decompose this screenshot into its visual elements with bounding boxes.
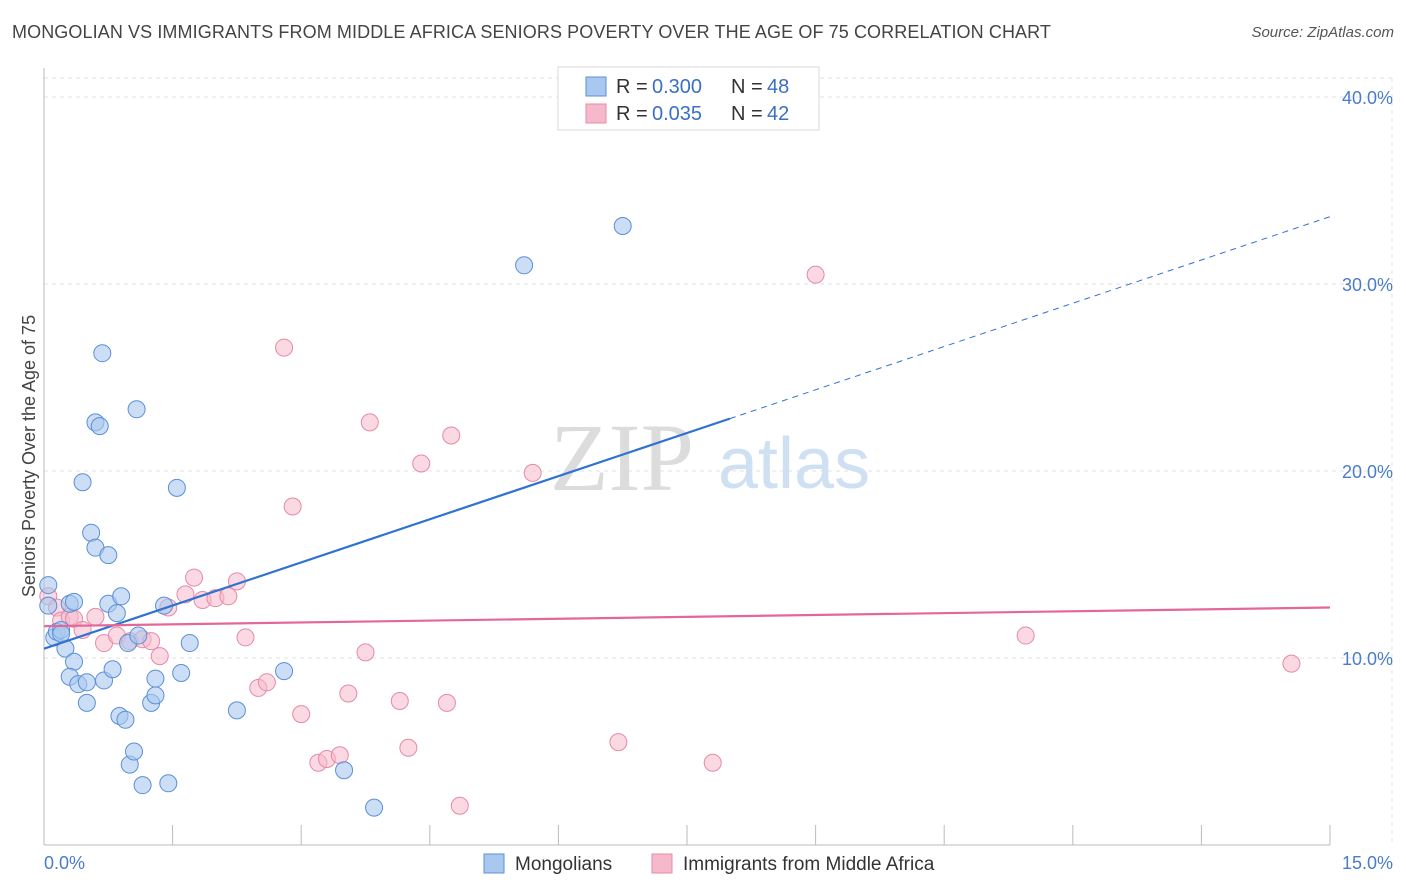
bottom-legend-mongolians: Mongolians (515, 854, 612, 875)
point-mongolians-43 (275, 662, 294, 681)
point-mongolians-14 (77, 673, 96, 692)
point-mongolians-19 (93, 344, 112, 363)
axes (43, 68, 1331, 846)
point-immigrants-35 (412, 454, 431, 473)
point-immigrants-37 (442, 426, 461, 445)
point-immigrants-36 (437, 693, 456, 712)
point-mongolians-2 (39, 596, 58, 615)
point-immigrants-29 (330, 746, 349, 765)
point-immigrants-26 (292, 705, 311, 724)
source-label: Source: ZipAtlas.com (1251, 24, 1394, 41)
bottom-legend-swatch-mongolians (483, 853, 505, 874)
legend-r-value-1: 0.300 (652, 76, 702, 98)
point-mongolians-13 (77, 693, 96, 712)
series-legend: Mongolians Immigrants from Middle Africa (483, 853, 935, 875)
point-mongolians-26 (112, 587, 131, 606)
point-mongolians-38 (159, 774, 178, 793)
point-immigrants-44 (1282, 654, 1301, 673)
point-mongolians-9 (65, 592, 84, 611)
y-tick-labels: 10.0% 20.0% 30.0% 40.0% (1342, 88, 1393, 669)
point-immigrants-7 (86, 607, 105, 626)
legend-r-label-1: R = (616, 76, 648, 98)
point-immigrants-31 (356, 643, 375, 662)
x-tick-labels: 0.0% 15.0% (44, 853, 1393, 873)
point-immigrants-30 (339, 684, 358, 703)
point-mongolians-47 (613, 217, 632, 236)
point-immigrants-24 (275, 338, 294, 357)
series-mongolians (39, 217, 632, 817)
point-mongolians-30 (125, 742, 144, 761)
point-mongolians-42 (227, 701, 246, 720)
point-immigrants-40 (609, 733, 628, 752)
point-immigrants-33 (390, 692, 409, 711)
trend-immigrants (43, 606, 1331, 628)
point-mongolians-45 (365, 798, 384, 817)
legend-n-label-2: N = (731, 103, 763, 125)
y-tick-label-2: 20.0% (1342, 462, 1393, 482)
legend-r-label-2: R = (616, 103, 648, 125)
x-tick-label-min: 0.0% (44, 853, 85, 873)
series-immigrants-middle-africa (39, 265, 1301, 815)
point-immigrants-21 (236, 628, 255, 647)
point-immigrants-19 (219, 587, 238, 606)
legend-swatch-blue (585, 76, 607, 97)
point-mongolians-33 (133, 776, 152, 795)
point-immigrants-38 (450, 796, 469, 815)
point-mongolians-48 (52, 624, 71, 643)
point-mongolians-21 (99, 546, 118, 565)
point-immigrants-25 (283, 497, 302, 516)
bottom-legend-immigrants: Immigrants from Middle Africa (683, 854, 935, 875)
bottom-legend-swatch-immigrants (651, 853, 673, 874)
watermark: ZIP atlas (550, 404, 870, 511)
watermark-atlas: atlas (718, 424, 870, 504)
chart-title: MONGOLIAN VS IMMIGRANTS FROM MIDDLE AFRI… (12, 22, 1052, 42)
point-mongolians-8 (65, 652, 84, 671)
trend-mongolians (43, 417, 731, 650)
legend-n-value-1: 48 (767, 76, 789, 98)
point-mongolians-31 (127, 400, 146, 419)
legend-n-value-2: 42 (767, 103, 789, 125)
y-tick-label-3: 30.0% (1342, 275, 1393, 295)
trend-mongolians-projection (729, 216, 1331, 420)
y-tick-label-1: 10.0% (1342, 649, 1393, 669)
point-immigrants-42 (806, 265, 825, 284)
point-mongolians-46 (515, 256, 534, 275)
point-immigrants-41 (703, 753, 722, 772)
point-mongolians-27 (116, 710, 135, 729)
point-mongolians-41 (180, 634, 199, 653)
point-immigrants-16 (185, 568, 204, 587)
point-mongolians-23 (103, 660, 122, 679)
point-mongolians-24 (107, 604, 126, 623)
point-mongolians-39 (167, 478, 186, 497)
point-mongolians-35 (146, 686, 165, 705)
x-tick-label-max: 15.0% (1342, 853, 1393, 873)
legend-swatch-pink (585, 103, 607, 124)
trend-lines (43, 216, 1331, 650)
point-mongolians-15 (82, 523, 101, 542)
legend-r-value-2: 0.035 (652, 103, 702, 125)
point-immigrants-32 (360, 413, 379, 432)
legend-n-label-1: N = (731, 76, 763, 98)
point-mongolians-36 (146, 669, 165, 688)
point-immigrants-39 (523, 463, 542, 482)
point-mongolians-32 (129, 626, 148, 645)
watermark-zip: ZIP (550, 404, 694, 511)
point-mongolians-18 (90, 417, 109, 436)
point-immigrants-13 (150, 647, 169, 666)
y-tick-label-4: 40.0% (1342, 88, 1393, 108)
point-mongolians-12 (73, 473, 92, 492)
point-immigrants-23 (257, 673, 276, 692)
point-mongolians-1 (39, 576, 58, 595)
correlation-legend: R = 0.300 N = 48 R = 0.035 N = 42 (557, 66, 820, 131)
point-immigrants-34 (399, 738, 418, 757)
point-mongolians-44 (335, 761, 354, 780)
y-axis-label: Seniors Poverty Over the Age of 75 (19, 315, 39, 597)
point-mongolians-40 (172, 663, 191, 682)
point-immigrants-43 (1016, 626, 1035, 645)
